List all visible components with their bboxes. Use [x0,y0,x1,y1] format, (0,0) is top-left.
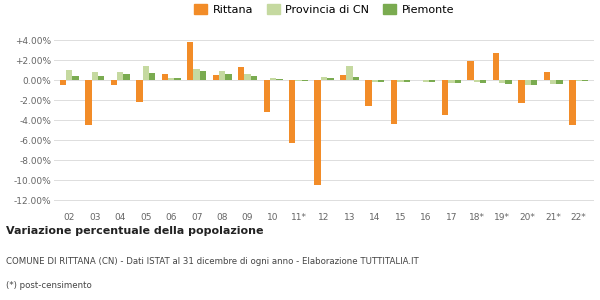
Bar [289,80,295,143]
Bar [499,80,505,83]
Bar [582,80,588,81]
Bar [493,53,499,80]
Bar [251,76,257,80]
Bar [244,74,251,80]
Bar [238,67,244,80]
Bar [423,80,429,82]
Bar [429,80,436,82]
Bar [136,80,143,102]
Bar [225,74,232,80]
Bar [124,74,130,80]
Bar [340,75,346,80]
Bar [372,80,378,82]
Bar [143,66,149,80]
Bar [404,80,410,82]
Bar [149,73,155,80]
Bar [110,80,117,85]
Bar [321,77,327,80]
Bar [365,80,372,106]
Bar [212,75,219,80]
Bar [346,66,353,80]
Bar [480,80,487,83]
Bar [200,71,206,80]
Text: (*) post-censimento: (*) post-censimento [6,281,92,290]
Bar [263,80,270,112]
Bar [60,80,66,85]
Bar [397,80,404,82]
Bar [270,78,276,80]
Bar [92,72,98,80]
Bar [556,80,563,84]
Bar [219,71,225,80]
Bar [448,80,455,83]
Bar [467,61,473,80]
Bar [531,80,538,85]
Bar [442,80,448,115]
Bar [187,42,193,80]
Bar [276,79,283,80]
Bar [302,80,308,81]
Bar [524,80,531,85]
Bar [455,80,461,83]
Bar [327,78,334,80]
Bar [518,80,524,103]
Bar [550,80,556,84]
Bar [314,80,321,185]
Bar [117,72,124,80]
Bar [544,72,550,80]
Bar [378,80,385,82]
Bar [85,80,92,125]
Bar [66,70,73,80]
Bar [168,78,175,80]
Bar [175,78,181,80]
Legend: Rittana, Provincia di CN, Piemonte: Rittana, Provincia di CN, Piemonte [190,0,458,19]
Bar [193,69,200,80]
Bar [161,74,168,80]
Bar [505,80,512,84]
Bar [295,80,302,81]
Bar [569,80,575,125]
Text: COMUNE DI RITTANA (CN) - Dati ISTAT al 31 dicembre di ogni anno - Elaborazione T: COMUNE DI RITTANA (CN) - Dati ISTAT al 3… [6,257,419,266]
Bar [575,80,582,81]
Bar [391,80,397,124]
Bar [73,76,79,80]
Bar [98,76,104,80]
Bar [473,80,480,82]
Text: Variazione percentuale della popolazione: Variazione percentuale della popolazione [6,226,263,236]
Bar [353,77,359,80]
